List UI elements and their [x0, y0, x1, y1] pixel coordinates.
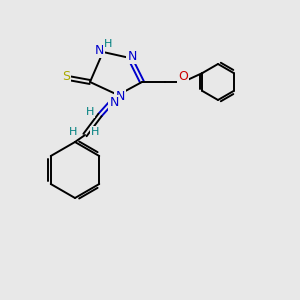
Text: O: O [178, 70, 188, 83]
Text: N: N [115, 91, 125, 103]
Text: S: S [62, 70, 70, 83]
Text: N: N [94, 44, 104, 56]
Text: N: N [127, 50, 137, 62]
Text: H: H [69, 127, 77, 137]
Text: N: N [109, 97, 119, 110]
Text: H: H [91, 127, 99, 137]
Text: H: H [86, 107, 94, 117]
Text: H: H [104, 39, 112, 49]
